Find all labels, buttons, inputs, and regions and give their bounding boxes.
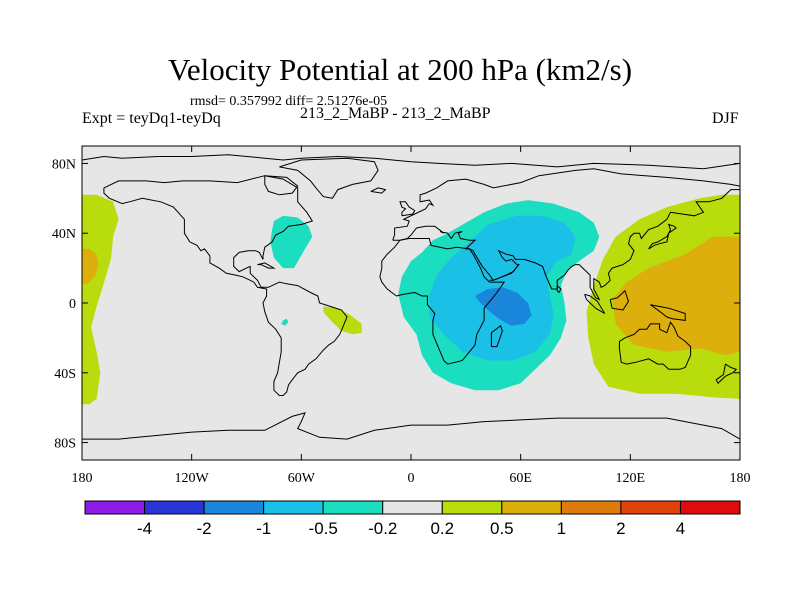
contour-region-9 (323, 306, 362, 335)
colorbar-label: -0.5 (309, 519, 338, 538)
colorbar-label: 0.2 (430, 519, 454, 538)
x-tick-label: 0 (408, 471, 415, 486)
coastline-north-rim (82, 154, 740, 170)
x-tick-label: 120E (616, 471, 646, 486)
colorbar-label: 0.5 (490, 519, 514, 538)
colorbar-box (560, 500, 622, 515)
colorbar-box (382, 500, 443, 515)
x-tick-label: 180 (730, 471, 751, 486)
colorbar-label: 1 (557, 519, 566, 538)
y-tick-label: 0 (69, 297, 76, 312)
x-tick-label: 60W (288, 471, 316, 486)
coastline-africa (379, 238, 506, 365)
axis-ticks: 180 120W 60W 0 60E 120E 180 80N 40N 0 40S 80S (52, 146, 751, 486)
y-tick-label: 80N (52, 157, 76, 172)
coastline-japan (648, 223, 677, 250)
contour-region-0 (82, 194, 119, 405)
colorbar-label: -4 (137, 519, 152, 538)
contour-region-8 (281, 318, 289, 326)
colorbar-label: -1 (256, 519, 271, 538)
y-tick-label: 80S (54, 437, 76, 452)
colorbar-label: -2 (197, 519, 212, 538)
coastline-arabia-hint (489, 264, 520, 281)
x-tick-label: 120W (175, 471, 210, 486)
colorbar-box (263, 500, 324, 515)
colorbar-box (679, 500, 741, 515)
coastline-australia (618, 321, 692, 370)
coastline-new-zealand (715, 363, 738, 385)
colorbar-label: 2 (616, 519, 625, 538)
coastline-iceland (370, 187, 387, 194)
right-subtitle: DJF (712, 110, 739, 127)
colorbar-box (144, 500, 205, 515)
coastline-borneo (609, 289, 630, 311)
x-tick-label: 180 (72, 471, 93, 486)
chart-title: Velocity Potential at 200 hPa (km2/s) (167, 52, 633, 87)
coastline-americas (103, 175, 348, 396)
coastline-madagascar (490, 324, 503, 348)
coastline-baffin (264, 175, 299, 196)
contour-fills (82, 194, 740, 405)
colorbar-box (203, 500, 265, 515)
colorbar-box (620, 500, 681, 515)
contour-region-1 (82, 248, 99, 284)
coastline-antarctica (82, 412, 740, 440)
y-tick-label: 40S (54, 367, 76, 382)
coastline-cuba (257, 262, 276, 269)
left-subtitle: Expt = teyDq1-teyDq (82, 110, 221, 127)
colorbar-box (441, 500, 503, 515)
colorbar: -4 -2 -1 -0.5 -0.2 0.2 0.5 1 2 4 (84, 500, 741, 538)
colorbar-label: 4 (676, 519, 685, 538)
stats-line: rmsd= 0.357992 diff= 2.51276e-05 (190, 94, 388, 109)
x-tick-label: 60E (509, 471, 532, 486)
colorbar-box (322, 500, 384, 515)
center-subtitle: 213_2_MaBP - 213_2_MaBP (300, 105, 491, 122)
colorbar-box (501, 500, 562, 515)
coastlines (82, 154, 740, 440)
contour-region-7 (270, 215, 313, 269)
colorbar-label: -0.2 (368, 519, 397, 538)
colorbar-box (84, 500, 146, 515)
coastline-sri-lanka (556, 285, 562, 294)
contour-region-3 (612, 236, 740, 356)
coastline-uk (399, 201, 416, 217)
coastline-sumatra (584, 293, 606, 314)
y-tick-label: 40N (52, 227, 76, 242)
coastline-greenland (279, 157, 379, 199)
contour-region-6 (475, 287, 532, 326)
coastline-new-guinea (650, 304, 686, 321)
